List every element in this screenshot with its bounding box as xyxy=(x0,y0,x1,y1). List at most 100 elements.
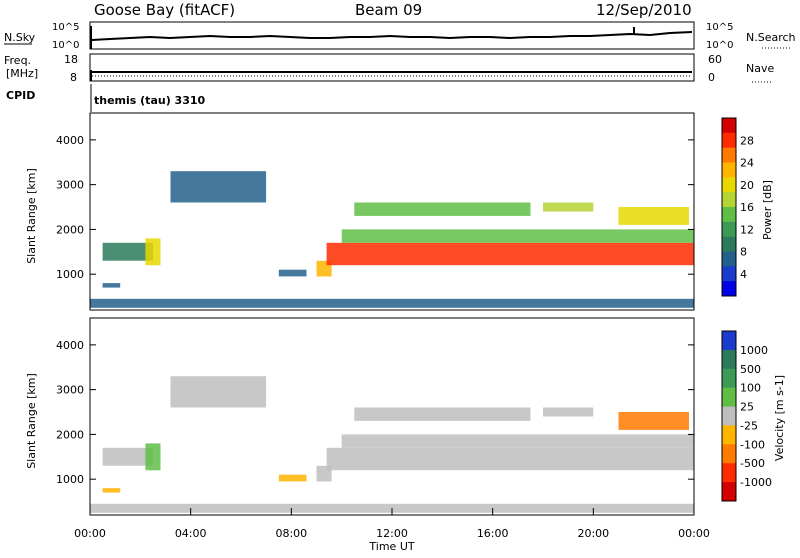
power-region-8 xyxy=(354,202,531,216)
velocity-ytick-label: 3000 xyxy=(56,384,84,397)
velocity-colorbar-label: Velocity [m s-1] xyxy=(773,375,786,461)
velocity-region-6 xyxy=(326,447,694,471)
power-region-1 xyxy=(102,283,121,288)
velocity-xlabel: Time UT xyxy=(368,540,414,553)
velocity-xtick-label: 20:00 xyxy=(577,527,609,540)
velocity-ytick-label: 4000 xyxy=(56,339,84,352)
freq-left-label-1: Freq. xyxy=(4,54,31,67)
power-region-11 xyxy=(90,298,694,308)
power-colorbar-cell xyxy=(722,281,736,297)
freq-left-label-2: [MHz] xyxy=(6,67,38,80)
velocity-colorbar-cell xyxy=(722,444,736,464)
power-ytick-label: 1000 xyxy=(56,268,84,281)
velocity-colorbar-cell xyxy=(722,331,736,351)
power-colorbar-label-item: 28 xyxy=(740,134,754,147)
velocity-xtick-label: 00:00 xyxy=(678,527,710,540)
power-colorbar-label: Power [dB] xyxy=(761,180,774,240)
power-panel-frame xyxy=(89,112,695,311)
velocity-colorbar-cell xyxy=(722,425,736,445)
velocity-region-8 xyxy=(354,407,531,421)
power-colorbar-label-item: 4 xyxy=(740,268,747,281)
power-region-7 xyxy=(341,229,694,243)
velocity-axis-ticks: 1000 2000 3000 4000 00:00 04:00 08:00 12:00 16:0… xyxy=(56,339,710,540)
power-ytick-label: 2000 xyxy=(56,223,84,236)
freq-right-label: Nave xyxy=(746,62,774,75)
velocity-colorbar-cell xyxy=(722,349,736,370)
power-colorbar-label-item: 12 xyxy=(740,223,754,236)
power-colorbar-cell xyxy=(722,192,736,208)
freq-panel-frame xyxy=(89,53,695,82)
velocity-colorbar-label-item: -1000 xyxy=(740,476,772,489)
power-colorbar-cell xyxy=(722,221,736,238)
noise-sky-trace xyxy=(91,31,693,41)
power-colorbar-cell xyxy=(722,207,736,223)
velocity-colorbar-label-item: 100 xyxy=(740,382,761,395)
power-region-10 xyxy=(618,207,689,225)
power-colorbar-label-item: 16 xyxy=(740,201,754,214)
power-colorbar-label-item: 24 xyxy=(740,157,754,170)
power-colorbar: 28 24 20 16 12 8 4 Power [dB] xyxy=(721,117,774,297)
velocity-xtick-label: 16:00 xyxy=(477,527,509,540)
velocity-colorbar: 1000 500 100 25 -25 -100 -500 -1000 Velocity [m… xyxy=(721,330,786,502)
power-scatter-regions xyxy=(90,171,694,308)
velocity-colorbar-label-item: -500 xyxy=(740,457,765,470)
power-colorbar-cell xyxy=(722,251,736,267)
velocity-ytick-label: 1000 xyxy=(56,473,84,486)
velocity-region-7 xyxy=(341,434,694,448)
noise-left-tick-bottom: 10^0 xyxy=(52,40,79,51)
velocity-colorbar-cell xyxy=(722,368,736,389)
noise-right-tick-top: 10^5 xyxy=(706,22,733,33)
power-region-2 xyxy=(145,238,161,266)
velocity-ylabel: Slant Range [km] xyxy=(25,373,38,469)
velocity-colorbar-cell xyxy=(722,482,736,502)
noise-left-label: N.Sky xyxy=(4,31,36,44)
velocity-scatter-regions xyxy=(90,376,694,513)
velocity-colorbar-frame xyxy=(721,330,737,502)
power-colorbar-cell xyxy=(722,162,736,178)
power-ytick-label: 3000 xyxy=(56,179,84,192)
power-ylabel: Slant Range [km] xyxy=(25,168,38,264)
velocity-xtick-label: 00:00 xyxy=(74,527,106,540)
power-colorbar-label-item: 20 xyxy=(740,179,754,192)
power-region-3 xyxy=(170,171,267,203)
freq-right-tick-bottom: 0 xyxy=(708,71,715,84)
velocity-xtick-label: 04:00 xyxy=(175,527,207,540)
freq-left-tick-top: 18 xyxy=(64,53,78,66)
velocity-ytick-label: 2000 xyxy=(56,428,84,441)
velocity-region-9 xyxy=(543,407,594,417)
velocity-colorbar-cell xyxy=(722,406,736,426)
velocity-panel: 1000 2000 3000 4000 00:00 04:00 08:00 12:00 16:0… xyxy=(25,317,710,553)
velocity-xtick-label: 12:00 xyxy=(376,527,408,540)
power-colorbar-cell xyxy=(722,266,736,282)
beam-title: Beam 09 xyxy=(355,1,422,19)
power-panel: 1000 2000 3000 4000 Slant Range [km] xyxy=(25,112,695,311)
freq-right-tick-top: 60 xyxy=(708,53,722,66)
noise-right-tick-bottom: 10^0 xyxy=(706,40,733,51)
power-colorbar-frame xyxy=(721,117,737,297)
power-colorbar-cell xyxy=(722,177,736,193)
velocity-colorbar-cell xyxy=(722,387,736,408)
velocity-region-2 xyxy=(145,443,161,471)
velocity-colorbar-label-item: 500 xyxy=(740,363,761,376)
velocity-region-3 xyxy=(170,376,267,408)
velocity-colorbar-cell xyxy=(722,463,736,483)
power-colorbar-label-item: 8 xyxy=(740,246,747,259)
velocity-xtick-label: 08:00 xyxy=(275,527,307,540)
noise-left-tick-top: 10^5 xyxy=(52,22,79,33)
power-region-9 xyxy=(543,202,594,212)
velocity-colorbar-label-item: -100 xyxy=(740,438,765,451)
freq-left-tick-bottom: 8 xyxy=(70,71,77,84)
velocity-region-0 xyxy=(102,447,153,466)
power-colorbar-cell xyxy=(722,236,736,252)
noise-right-label: N.Search xyxy=(746,31,796,44)
velocity-colorbar-label-item: 1000 xyxy=(740,344,768,357)
velocity-colorbar-label-item: 25 xyxy=(740,401,754,414)
cpid-label: CPID xyxy=(6,89,35,102)
power-ytick-label: 4000 xyxy=(56,134,84,147)
cpid-value: themis (tau) 3310 xyxy=(94,94,206,107)
power-y-ticks: 1000 2000 3000 4000 xyxy=(56,134,694,281)
velocity-region-1 xyxy=(102,488,121,493)
power-colorbar-cell xyxy=(722,132,736,149)
power-colorbar-cell xyxy=(722,118,736,134)
